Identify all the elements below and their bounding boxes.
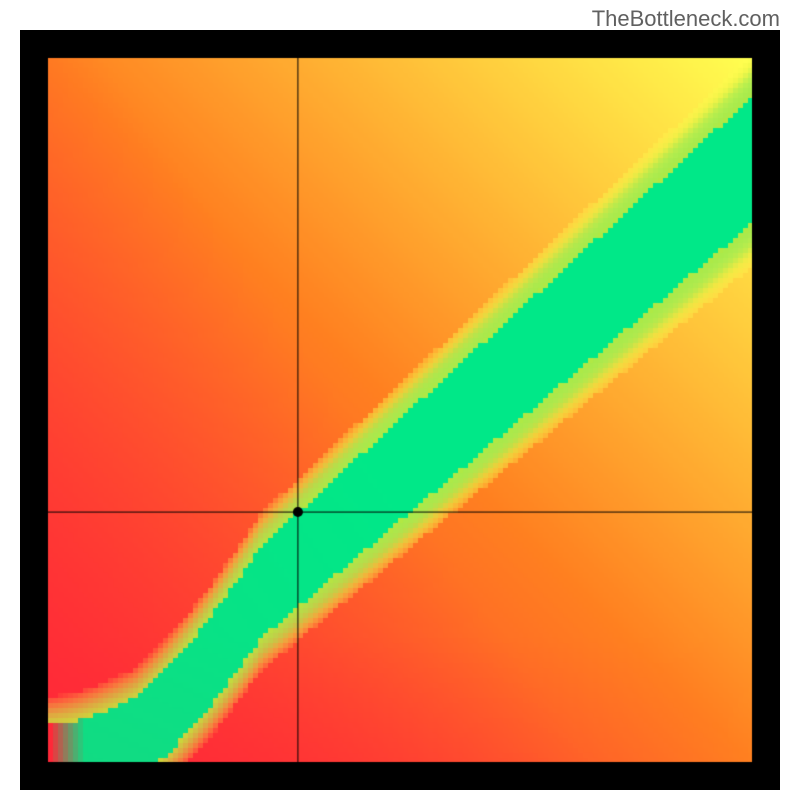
chart-container: TheBottleneck.com — [0, 0, 800, 800]
watermark-text: TheBottleneck.com — [592, 6, 780, 32]
heatmap-chart — [20, 30, 780, 790]
heatmap-canvas — [20, 30, 780, 790]
